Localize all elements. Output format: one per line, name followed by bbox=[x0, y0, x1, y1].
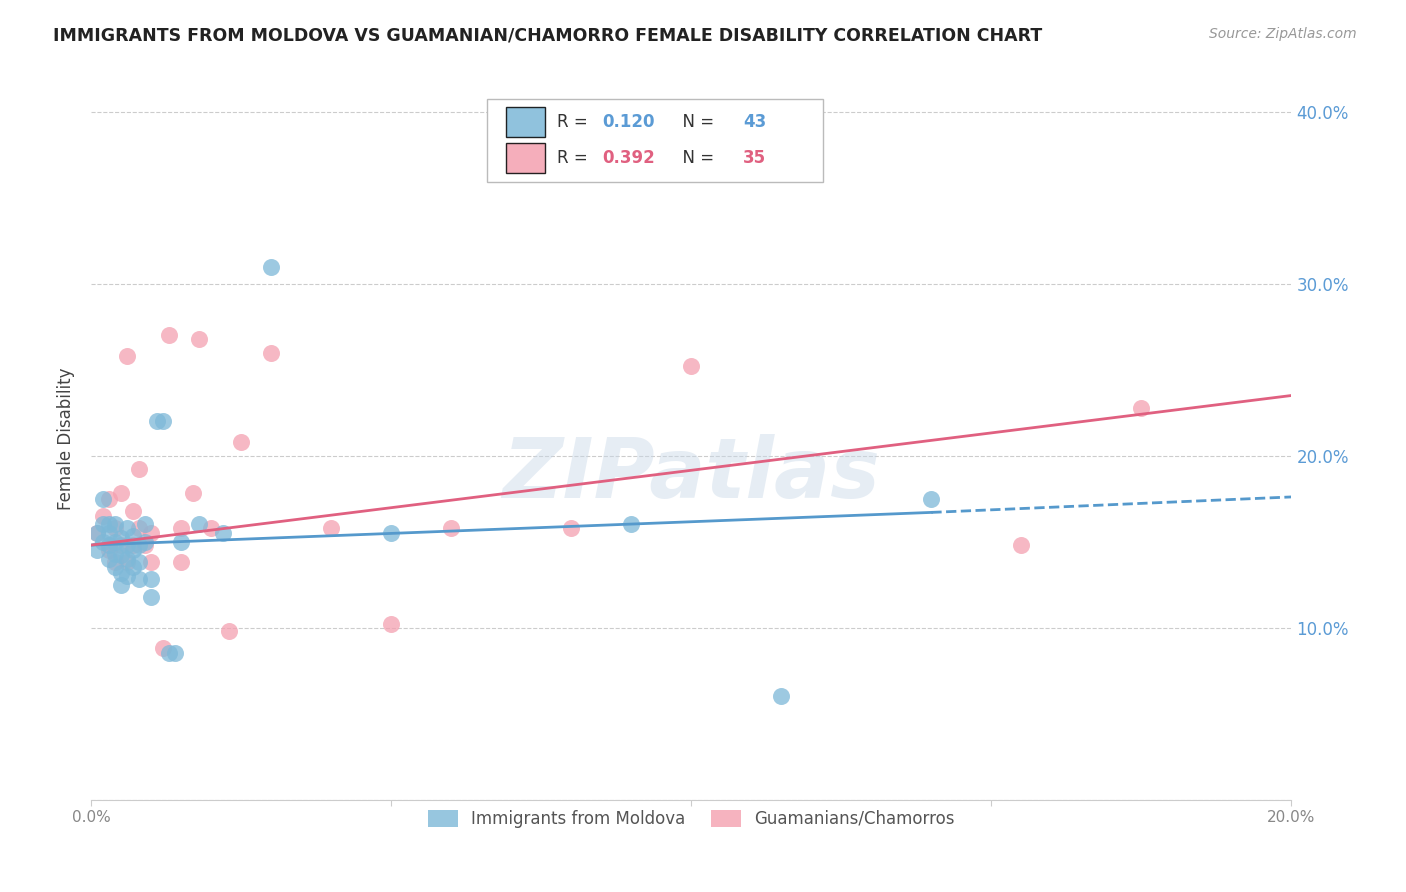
Point bbox=[98, 543, 121, 558]
Text: N =: N = bbox=[672, 149, 720, 168]
Point bbox=[218, 624, 240, 638]
Text: 0.120: 0.120 bbox=[603, 113, 655, 131]
Point bbox=[115, 551, 138, 566]
Point bbox=[91, 491, 114, 506]
Point bbox=[98, 538, 121, 552]
Point bbox=[104, 555, 127, 569]
Point bbox=[170, 521, 193, 535]
Point bbox=[122, 529, 145, 543]
Point bbox=[98, 491, 121, 506]
Point bbox=[110, 577, 132, 591]
Point bbox=[91, 508, 114, 523]
Point bbox=[128, 462, 150, 476]
Point bbox=[770, 690, 793, 704]
Point bbox=[128, 521, 150, 535]
Point bbox=[104, 521, 127, 535]
Point bbox=[141, 526, 163, 541]
Point bbox=[98, 526, 121, 541]
Point bbox=[115, 569, 138, 583]
Point bbox=[86, 526, 108, 541]
Point bbox=[128, 538, 150, 552]
Point bbox=[321, 521, 343, 535]
Point bbox=[157, 646, 180, 660]
Legend: Immigrants from Moldova, Guamanians/Chamorros: Immigrants from Moldova, Guamanians/Cham… bbox=[422, 803, 962, 835]
Point bbox=[141, 590, 163, 604]
Point bbox=[380, 526, 402, 541]
Point bbox=[165, 646, 187, 660]
Point bbox=[188, 332, 211, 346]
Point bbox=[115, 349, 138, 363]
Point bbox=[104, 517, 127, 532]
Point bbox=[920, 491, 942, 506]
Point bbox=[104, 547, 127, 561]
Point bbox=[110, 549, 132, 563]
Point bbox=[86, 543, 108, 558]
Point bbox=[681, 359, 703, 374]
Text: IMMIGRANTS FROM MOLDOVA VS GUAMANIAN/CHAMORRO FEMALE DISABILITY CORRELATION CHAR: IMMIGRANTS FROM MOLDOVA VS GUAMANIAN/CHA… bbox=[53, 27, 1043, 45]
Text: R =: R = bbox=[557, 149, 593, 168]
Point bbox=[122, 504, 145, 518]
Text: ZIPatlas: ZIPatlas bbox=[502, 434, 880, 515]
Point bbox=[212, 526, 235, 541]
Point bbox=[110, 531, 132, 545]
Point bbox=[128, 555, 150, 569]
Text: R =: R = bbox=[557, 113, 593, 131]
Point bbox=[170, 534, 193, 549]
Point bbox=[440, 521, 463, 535]
Point bbox=[1010, 538, 1032, 552]
Point bbox=[560, 521, 582, 535]
Y-axis label: Female Disability: Female Disability bbox=[58, 368, 75, 509]
Point bbox=[141, 555, 163, 569]
Point bbox=[231, 434, 253, 449]
Point bbox=[110, 566, 132, 580]
Point bbox=[1130, 401, 1153, 415]
FancyBboxPatch shape bbox=[488, 99, 824, 182]
Point bbox=[91, 534, 114, 549]
Point bbox=[98, 517, 121, 532]
Point bbox=[152, 414, 174, 428]
Point bbox=[110, 538, 132, 552]
Text: N =: N = bbox=[672, 113, 720, 131]
Point bbox=[98, 551, 121, 566]
Point bbox=[122, 538, 145, 552]
Point bbox=[115, 521, 138, 535]
Point bbox=[170, 555, 193, 569]
Point bbox=[91, 517, 114, 532]
Point bbox=[134, 517, 156, 532]
Point bbox=[115, 538, 138, 552]
Point bbox=[122, 543, 145, 558]
Point bbox=[188, 517, 211, 532]
Point bbox=[134, 534, 156, 549]
Point bbox=[86, 526, 108, 541]
Point bbox=[260, 345, 283, 359]
Point bbox=[260, 260, 283, 274]
Point bbox=[122, 560, 145, 574]
Point bbox=[380, 617, 402, 632]
Point bbox=[141, 573, 163, 587]
Text: 0.392: 0.392 bbox=[603, 149, 655, 168]
Text: 43: 43 bbox=[742, 113, 766, 131]
FancyBboxPatch shape bbox=[506, 107, 546, 137]
Point bbox=[110, 486, 132, 500]
FancyBboxPatch shape bbox=[506, 143, 546, 173]
Point bbox=[115, 555, 138, 569]
Point bbox=[152, 641, 174, 656]
Point bbox=[157, 328, 180, 343]
Point bbox=[128, 573, 150, 587]
Point bbox=[98, 538, 121, 552]
Text: Source: ZipAtlas.com: Source: ZipAtlas.com bbox=[1209, 27, 1357, 41]
Point bbox=[620, 517, 643, 532]
Point bbox=[181, 486, 204, 500]
Point bbox=[146, 414, 169, 428]
Point bbox=[200, 521, 222, 535]
Point bbox=[104, 560, 127, 574]
Point bbox=[134, 538, 156, 552]
Point bbox=[104, 534, 127, 549]
Text: 35: 35 bbox=[742, 149, 766, 168]
